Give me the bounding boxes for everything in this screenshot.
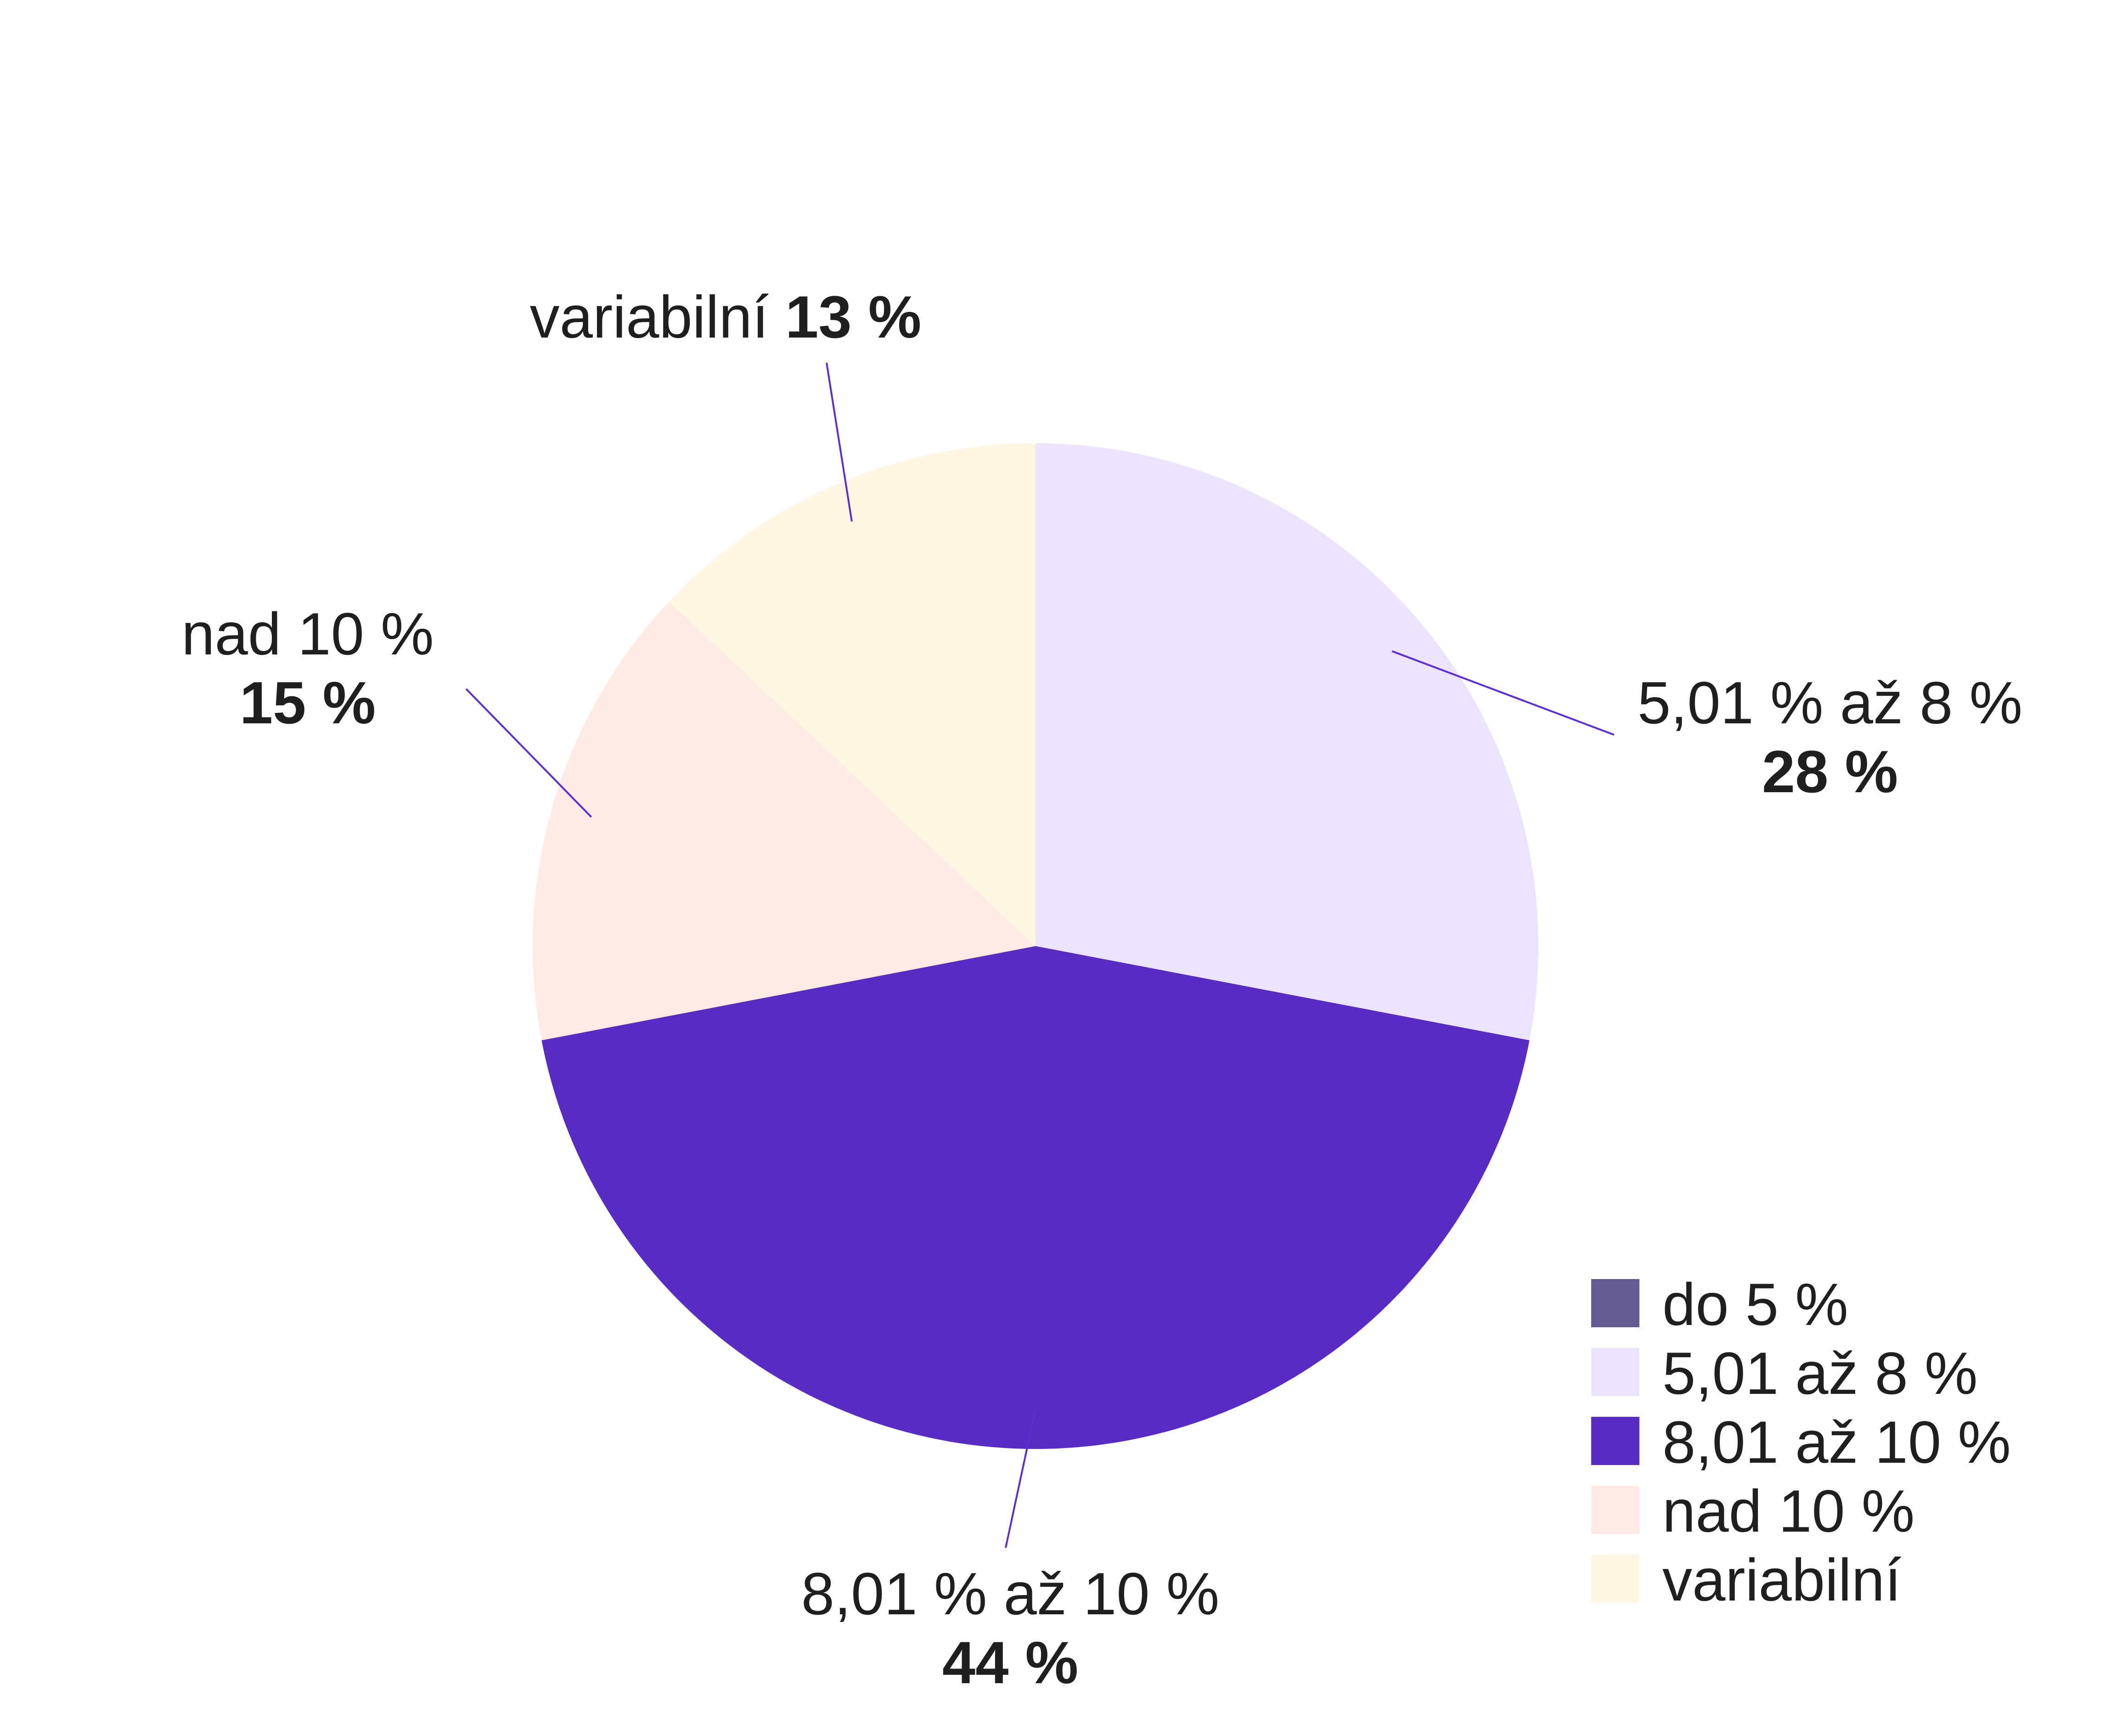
legend-swatch	[1591, 1555, 1639, 1603]
legend-item-8-10: 8,01 až 10 %	[1591, 1409, 2011, 1476]
pie-slices	[533, 443, 1538, 1449]
slice-label-space	[769, 283, 785, 350]
legend-label: 8,01 až 10 %	[1662, 1409, 2011, 1476]
legend-swatch	[1591, 1348, 1639, 1396]
slice-label-text: 5,01 % až 8 %	[1638, 669, 2022, 736]
legend: do 5 % 5,01 až 8 % 8,01 až 10 % nad 10 %…	[1591, 1271, 2011, 1613]
legend-swatch	[1591, 1486, 1639, 1534]
slice-label-text: nad 10 %	[181, 600, 433, 667]
slice-label-8-10: 8,01 % až 10 % 44 %	[801, 1560, 1220, 1696]
pie-slice	[669, 443, 1036, 946]
legend-item-do-5: do 5 %	[1591, 1271, 1848, 1338]
slice-label-variabilni: variabilní 13 %	[530, 283, 922, 350]
pie-slice	[533, 602, 1036, 1041]
slice-percent-text: 28 %	[1762, 738, 1898, 805]
slice-label-text: 8,01 % až 10 %	[801, 1560, 1220, 1627]
slice-percent-text: 13 %	[785, 283, 921, 350]
legend-swatch	[1591, 1417, 1639, 1465]
slice-percent-text: 15 %	[240, 669, 376, 736]
legend-label: 5,01 až 8 %	[1662, 1340, 1978, 1407]
legend-item-nad-10: nad 10 %	[1591, 1477, 1914, 1544]
leader-line	[465, 688, 592, 818]
legend-label: do 5 %	[1662, 1271, 1848, 1338]
legend-swatch	[1591, 1279, 1639, 1327]
slice-label-5-8: 5,01 % až 8 % 28 %	[1638, 669, 2022, 805]
slice-label-text: variabilní	[530, 283, 769, 350]
legend-label: variabilní	[1662, 1546, 1901, 1613]
slice-label-line: variabilní 13 %	[530, 283, 922, 350]
legend-label: nad 10 %	[1662, 1477, 1914, 1544]
legend-item-5-8: 5,01 až 8 %	[1591, 1340, 1978, 1407]
pie-slice	[1036, 443, 1538, 1041]
leader-line	[1391, 650, 1615, 736]
pie-slice	[541, 946, 1530, 1449]
leader-line	[1005, 1408, 1036, 1548]
leader-line	[826, 362, 853, 522]
slice-percent-text: 44 %	[942, 1629, 1078, 1696]
slice-label-nad-10: nad 10 % 15 %	[181, 600, 433, 736]
legend-item-variabilni: variabilní	[1591, 1546, 1901, 1613]
leader-lines	[465, 362, 1615, 1548]
